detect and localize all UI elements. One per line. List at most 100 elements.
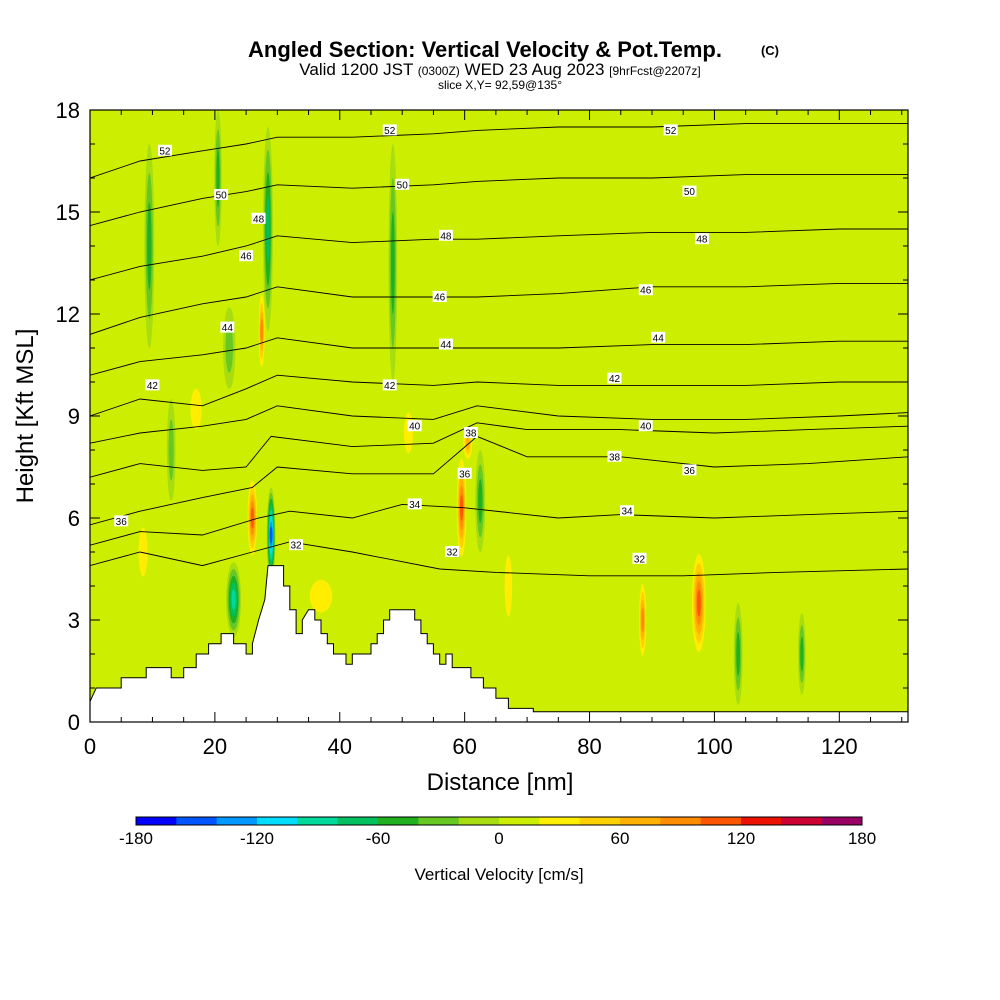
isentrope-40 — [90, 405, 908, 444]
contour-label: 50 — [684, 187, 696, 198]
downdraft-cell — [166, 399, 176, 501]
x-axis-label: Distance [nm] — [427, 769, 574, 796]
contour-label-bg — [114, 515, 129, 527]
colorbar-tick-label: -120 — [240, 829, 274, 848]
downdraft-cell — [144, 144, 155, 348]
y-tick-label: 9 — [68, 404, 80, 429]
contour-label: 40 — [409, 422, 421, 433]
colorbar-segment — [700, 817, 742, 825]
colorbar-segment — [216, 817, 258, 825]
plot-background — [90, 110, 908, 722]
colorbar-tick-label: 180 — [848, 829, 876, 848]
colorbar-segment — [337, 817, 379, 825]
updraft-cell-level — [504, 555, 513, 617]
updraft-cell — [502, 535, 515, 637]
x-tick-label: 60 — [452, 734, 476, 759]
colorbar-segment — [781, 817, 823, 825]
contour-label-bg — [214, 189, 229, 200]
downdraft-cell — [798, 613, 806, 695]
x-tick-label: 80 — [577, 734, 601, 759]
contour-label-bg — [438, 338, 453, 350]
contour-label: 44 — [222, 323, 234, 334]
y-tick-label: 3 — [68, 608, 80, 633]
valid-prefix: Valid 1200 JST — [299, 60, 413, 79]
colorbar-segment — [418, 817, 460, 825]
contour-label-bg — [438, 229, 453, 241]
colorbar-tick-label: 0 — [494, 829, 503, 848]
contour-label: 36 — [459, 469, 471, 480]
contour-label-bg — [382, 379, 397, 391]
downdraft-cell — [388, 144, 398, 382]
contour-label: 42 — [147, 381, 159, 392]
contour-label: 46 — [434, 293, 446, 304]
plot-area: 32 32 32 34 34 36 36 36 38 38 40 40 42 42 42 44 44 44 46 46… — [90, 110, 908, 722]
colorbar-tick-label: 60 — [611, 829, 630, 848]
contour-label: 48 — [696, 235, 708, 246]
contour-label: 36 — [684, 466, 696, 477]
contour-label: 44 — [653, 333, 665, 344]
isentrope-48 — [90, 228, 908, 281]
contour-label: 38 — [609, 452, 621, 463]
contour-label: 52 — [665, 126, 677, 137]
colorbar-segment — [579, 817, 621, 825]
contour-label: 34 — [409, 500, 421, 511]
updraft-cell — [135, 511, 151, 593]
contour-label-bg — [457, 467, 472, 479]
updraft-cell — [690, 545, 707, 661]
contour-label-bg — [289, 539, 304, 551]
downdraft-cell-level — [225, 323, 233, 373]
contour-label-bg — [607, 450, 622, 462]
colorbar-segment — [378, 817, 419, 825]
contour-label-bg — [239, 250, 254, 262]
isentrope-52 — [90, 123, 908, 179]
downdraft-cell-level — [800, 636, 804, 672]
contour-label-bg — [663, 124, 678, 136]
colorbar-segment — [539, 817, 581, 825]
x-axis: 0 20 40 60 80 100 120 — [84, 110, 903, 759]
contour-label: 44 — [440, 340, 452, 351]
valid-date: WED 23 Aug 2023 — [465, 60, 605, 79]
contour-label: 52 — [384, 126, 396, 137]
chart-title-unit: (C) — [761, 43, 779, 58]
updraft-cell-level — [250, 507, 254, 529]
contour-label-bg — [694, 233, 709, 245]
downdraft-cell-level — [269, 526, 273, 544]
contour-label: 46 — [241, 252, 253, 263]
contour-label-bg — [651, 331, 666, 343]
updraft-cell-level — [465, 436, 470, 451]
contour-label: 32 — [447, 548, 459, 559]
chart-subtitle: Valid 1200 JST (0300Z) WED 23 Aug 2023 [… — [299, 60, 700, 79]
colorbar-segment — [821, 817, 863, 825]
colorbar-segment — [297, 817, 339, 825]
y-tick-label: 6 — [68, 506, 80, 531]
isentrope-38 — [90, 422, 908, 478]
colorbar-segment — [176, 817, 218, 825]
colorbar — [135, 816, 863, 826]
contour-label: 38 — [465, 429, 477, 440]
updraft-cell — [638, 575, 647, 665]
contour-label-bg — [407, 420, 422, 432]
contour-label-bg — [145, 379, 160, 391]
y-tick-label: 15 — [56, 200, 80, 225]
downdraft-cell-level — [147, 202, 152, 290]
contour-label-bg — [607, 372, 622, 384]
downdraft-cell — [475, 450, 486, 552]
x-tick-label: 20 — [203, 734, 227, 759]
colorbar-segment — [257, 817, 298, 825]
contour-label: 34 — [621, 507, 633, 518]
isentrope-44 — [90, 337, 908, 376]
downdraft-cell — [214, 110, 222, 246]
forecast-info: [9hrFcst@2207z] — [609, 64, 701, 78]
updraft-cell-level — [309, 579, 333, 613]
colorbar-segment — [660, 817, 702, 825]
contour-label: 32 — [290, 541, 302, 552]
contour-label-bg — [432, 291, 447, 302]
updraft-cell — [400, 399, 416, 467]
isentrope-34 — [90, 503, 908, 546]
x-tick-label: 40 — [328, 734, 352, 759]
y-axis-label: Height [Kft MSL] — [12, 329, 39, 504]
slice-info: slice X,Y= 92,59@135° — [438, 78, 562, 92]
colorbar-tick-label: -60 — [366, 829, 391, 848]
valid-utc: (0300Z) — [418, 64, 460, 78]
